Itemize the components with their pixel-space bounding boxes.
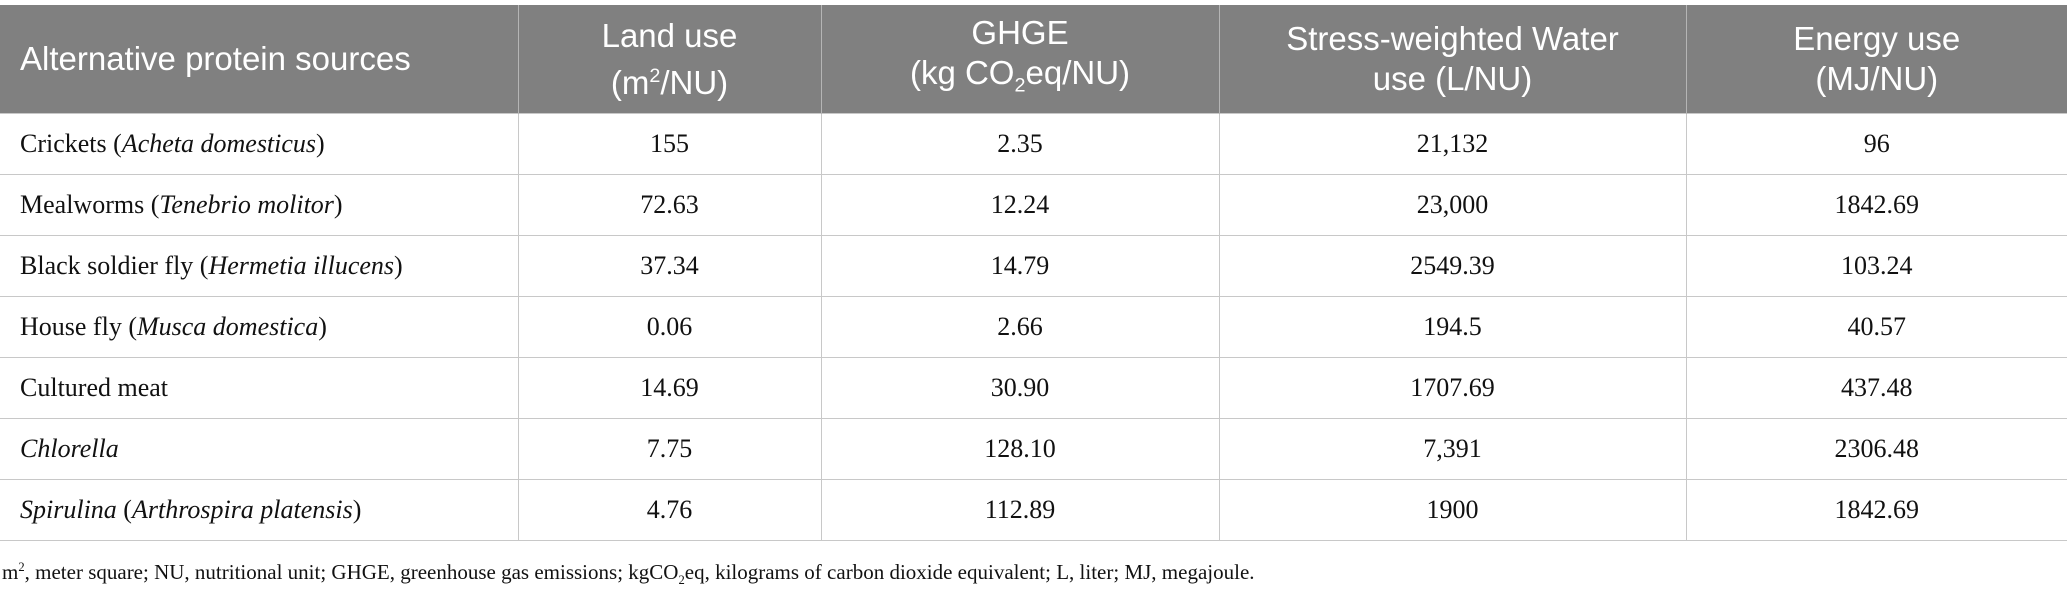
text-part: Tenebrio molitor: [159, 190, 334, 219]
text-part: ): [316, 129, 325, 158]
header-line: Land use: [539, 16, 801, 56]
source-cell: House fly (Musca domestica): [0, 296, 519, 358]
value-cell: 40.57: [1685, 296, 2067, 358]
text-part: ): [394, 251, 403, 280]
value-cell: 7.75: [517, 418, 822, 480]
table-row: House fly (Musca domestica) 0.06 2.66 194.5…: [0, 296, 2067, 358]
table-row: Cultured meat 14.69 30.90 1707.69 437.48: [0, 357, 2067, 419]
value-cell: 21,132: [1218, 113, 1687, 175]
value-cell: 30.90: [820, 357, 1220, 419]
source-cell: Black soldier fly (Hermetia illucens): [0, 235, 519, 297]
value-cell: 2.66: [820, 296, 1220, 358]
header-line: Stress-weighted Water: [1240, 19, 1666, 59]
value-cell: 1842.69: [1685, 174, 2067, 236]
header-cell: Energy use (MJ/NU): [1685, 5, 2067, 114]
text-part: Crickets (: [20, 129, 122, 158]
text-part: Cultured meat: [20, 373, 169, 402]
text-part: House fly (: [20, 312, 137, 341]
text-part: (MJ/NU): [1815, 60, 1939, 97]
table-row: Spirulina (Arthrospira platensis) 4.76 112…: [0, 479, 2067, 541]
text-part: GHGE: [971, 13, 1069, 51]
text-part: ): [333, 190, 343, 219]
header-line: Alternative protein sources: [20, 39, 498, 79]
value-cell: 23,000: [1218, 174, 1687, 236]
footnote: m2, meter square; NU, nutritional unit; …: [2, 560, 1255, 588]
value-cell: 96: [1685, 113, 2067, 175]
value-cell: 112.89: [820, 479, 1220, 541]
text-part: Energy use: [1793, 20, 1961, 57]
text-part: eq/NU): [1025, 53, 1131, 91]
value-cell: 2306.48: [1685, 418, 2067, 480]
text-part: (m: [610, 63, 650, 101]
text-part: Spirulina: [20, 495, 117, 524]
header-line: GHGE: [842, 13, 1199, 53]
header-line: Energy use: [1707, 19, 2048, 59]
header-cell: Land use (m2/NU): [517, 5, 821, 114]
header-row: Alternative protein sources Land use (m2/N…: [0, 5, 2067, 114]
value-cell: 1842.69: [1685, 479, 2067, 541]
text-part: Land use: [601, 16, 738, 54]
text-part: eq, kilograms of carbon dioxide equivale…: [684, 560, 1255, 584]
text-part: 2: [18, 560, 25, 574]
text-part: ): [318, 312, 327, 341]
table-row: Black soldier fly (Hermetia illucens) 37.…: [0, 235, 2067, 297]
header-line: use (L/NU): [1240, 59, 1666, 99]
source-cell: Crickets (Acheta domesticus): [0, 113, 519, 175]
header-line: (MJ/NU): [1707, 59, 2048, 99]
text-part: Black soldier fly (: [20, 251, 209, 280]
value-cell: 1900: [1218, 479, 1687, 541]
text-part: Arthrospira platensis: [131, 495, 353, 524]
table-row: Mealworms (Tenebrio molitor) 72.63 12.24 23…: [0, 174, 2067, 236]
value-cell: 7,391: [1218, 418, 1687, 480]
value-cell: 14.69: [517, 357, 822, 419]
value-cell: 194.5: [1218, 296, 1687, 358]
source-cell: Spirulina (Arthrospira platensis): [0, 479, 519, 541]
table: Alternative protein sources Land use (m2/N…: [0, 5, 2067, 541]
text-part: (: [116, 495, 132, 524]
table-row: Chlorella 7.75 128.10 7,391 2306.48: [0, 418, 2067, 480]
text-part: (kg CO: [909, 53, 1015, 91]
value-cell: 103.24: [1685, 235, 2067, 297]
text-part: 2: [678, 573, 685, 588]
header-line: (kg CO2eq/NU): [842, 53, 1199, 106]
value-cell: 37.34: [517, 235, 822, 297]
header-cell: Stress-weighted Water use (L/NU): [1218, 5, 1686, 114]
table-row: Crickets (Acheta domesticus) 155 2.35 21,13…: [0, 113, 2067, 175]
text-part: 2: [1014, 74, 1026, 97]
value-cell: 0.06: [517, 296, 822, 358]
value-cell: 155: [517, 113, 822, 175]
text-part: Mealworms (: [20, 190, 160, 219]
text-part: Alternative protein sources: [20, 40, 411, 77]
value-cell: 2.35: [820, 113, 1220, 175]
header-line: (m2/NU): [539, 56, 801, 103]
value-cell: 1707.69: [1218, 357, 1687, 419]
text-part: 2: [649, 64, 661, 87]
source-cell: Mealworms (Tenebrio molitor): [0, 174, 519, 236]
value-cell: 4.76: [517, 479, 822, 541]
value-cell: 128.10: [820, 418, 1220, 480]
text-part: use (L/NU): [1372, 60, 1533, 97]
text-part: Stress-weighted Water: [1286, 20, 1619, 57]
text-part: Acheta domesticus: [121, 129, 317, 158]
value-cell: 437.48: [1685, 357, 2067, 419]
text-part: Chlorella: [20, 434, 119, 463]
value-cell: 2549.39: [1218, 235, 1687, 297]
header-cell: Alternative protein sources: [0, 5, 518, 114]
text-part: m: [2, 560, 19, 584]
text-part: ): [352, 495, 362, 524]
source-cell: Chlorella: [0, 418, 519, 480]
text-part: Musca domestica: [136, 312, 319, 341]
text-part: , meter square; NU, nutritional unit; GH…: [24, 560, 679, 584]
source-cell: Cultured meat: [0, 357, 519, 419]
text-part: Hermetia illucens: [208, 251, 395, 280]
table-body: Crickets (Acheta domesticus) 155 2.35 21,13…: [0, 113, 2067, 541]
text-part: /NU): [660, 63, 729, 101]
header-cell: GHGE (kg CO2eq/NU): [820, 5, 1219, 114]
value-cell: 12.24: [820, 174, 1220, 236]
value-cell: 72.63: [517, 174, 822, 236]
value-cell: 14.79: [820, 235, 1220, 297]
